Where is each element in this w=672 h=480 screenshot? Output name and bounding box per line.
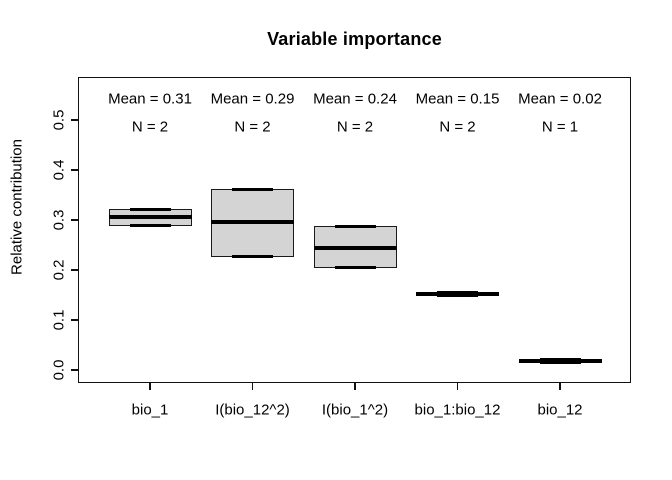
- mean-annotation: Mean = 0.29: [210, 90, 295, 108]
- y-axis-tick: [71, 369, 78, 371]
- y-axis-tick: [71, 319, 78, 321]
- x-tick-label: bio_12: [537, 401, 583, 419]
- y-axis-tick: [71, 169, 78, 171]
- n-annotation: N = 1: [541, 118, 579, 136]
- median-line: [211, 220, 294, 224]
- n-annotation: N = 2: [439, 118, 476, 136]
- y-axis-title: Relative contribution: [8, 139, 26, 275]
- lower-whisker-staple: [232, 255, 273, 258]
- chart-title: Variable importance: [267, 29, 442, 49]
- y-tick-label: 0.5: [50, 109, 68, 131]
- upper-whisker-staple: [232, 188, 273, 191]
- y-tick-label: 0.4: [50, 159, 68, 181]
- y-axis-tick: [71, 119, 78, 121]
- median-line: [518, 359, 602, 363]
- x-tick-label: I(bio_12^2): [215, 401, 290, 419]
- y-axis-tick: [71, 269, 78, 271]
- y-tick-label: 0.3: [50, 209, 68, 231]
- n-annotation: N = 2: [131, 118, 169, 136]
- lower-whisker-staple: [334, 266, 376, 269]
- upper-whisker-staple: [334, 225, 376, 228]
- x-tick-label: bio_1: [131, 401, 169, 419]
- n-annotation: N = 2: [336, 118, 374, 136]
- median-line: [313, 246, 397, 250]
- mean-annotation: Mean = 0.31: [108, 90, 192, 108]
- x-axis-tick: [354, 383, 356, 390]
- n-annotation: N = 2: [234, 118, 271, 136]
- x-tick-label: bio_1:bio_12: [414, 401, 501, 419]
- y-tick-label: 0.0: [50, 359, 68, 381]
- mean-annotation: Mean = 0.24: [313, 90, 397, 108]
- y-tick-label: 0.2: [50, 259, 68, 281]
- mean-annotation: Mean = 0.15: [415, 90, 500, 108]
- median-line: [416, 292, 499, 296]
- y-axis-tick: [71, 219, 78, 221]
- y-tick-label: 0.1: [50, 309, 68, 331]
- x-tick-label: I(bio_1^2): [321, 401, 389, 419]
- x-axis-tick: [149, 383, 151, 390]
- x-axis-tick: [559, 383, 561, 390]
- x-axis-tick: [251, 383, 254, 390]
- median-line: [108, 215, 192, 219]
- upper-whisker-staple: [129, 208, 171, 211]
- x-axis-tick: [456, 383, 459, 390]
- lower-whisker-staple: [129, 224, 171, 227]
- mean-annotation: Mean = 0.02: [518, 90, 602, 108]
